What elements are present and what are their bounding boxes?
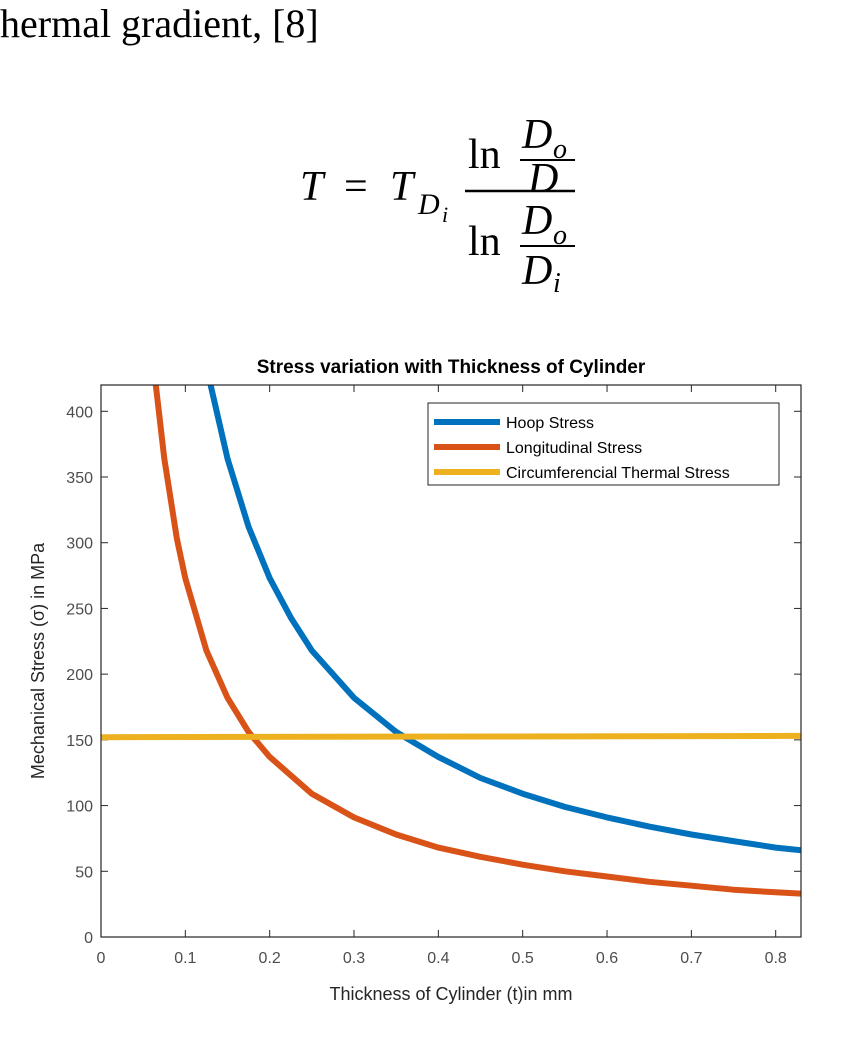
- y-tick-label: 300: [66, 536, 93, 553]
- y-tick-label: 50: [75, 864, 93, 881]
- x-tick-label: 0.5: [512, 950, 534, 967]
- eq-bot-den-sub: i: [553, 268, 561, 299]
- legend-label-2: Circumferencial Thermal Stress: [506, 465, 730, 482]
- legend: Hoop Stress Longitudinal Stress Circumfere…: [427, 402, 780, 486]
- y-tick-label: 400: [66, 404, 93, 421]
- y-axis-label: Mechanical Stress (σ) in MPa: [28, 542, 48, 779]
- eq-top-num-sub: o: [553, 134, 567, 165]
- eq-bot-num-sub: o: [553, 220, 567, 251]
- eq-coef: T: [390, 164, 416, 210]
- x-tick-label: 0.4: [427, 950, 449, 967]
- eq-lhs: T: [300, 164, 326, 210]
- eq-bot-den: D: [521, 248, 552, 294]
- eq-ln-top: ln: [468, 132, 501, 178]
- y-tick-label: 100: [66, 799, 93, 816]
- eq-coef-subsub: i: [442, 202, 448, 227]
- stress-chart: Stress variation with Thickness of Cylin…: [28, 357, 802, 1004]
- eq-top-num: D: [521, 112, 552, 158]
- series-line-1: [152, 385, 801, 897]
- eq-ln-bottom: ln: [468, 219, 501, 265]
- plot-frame: [100, 384, 802, 938]
- eq-equals: =: [344, 164, 368, 210]
- series-line-0: [207, 385, 801, 854]
- x-axis-label: Thickness of Cylinder (t)in mm: [329, 984, 572, 1004]
- x-tick-label: 0.8: [765, 950, 787, 967]
- x-tick-label: 0.1: [174, 950, 196, 967]
- y-tick-label: 250: [66, 601, 93, 618]
- x-tick-label: 0.2: [259, 950, 281, 967]
- chart-title: Stress variation with Thickness of Cylin…: [257, 357, 646, 378]
- intro-text: hermal gradient, [8]: [0, 1, 319, 46]
- series-lines: [101, 385, 801, 897]
- y-tick-label: 0: [84, 930, 93, 947]
- y-tick-label: 200: [66, 667, 93, 684]
- x-tick-label: 0.7: [680, 950, 702, 967]
- legend-label-1: Longitudinal Stress: [506, 440, 642, 457]
- axis-ticks: 0 0.1 0.2 0.3 0.4 0.5 0.6 0.7 0.8 0 50 100 150 200 250…: [66, 385, 801, 967]
- legend-label-0: Hoop Stress: [506, 415, 594, 432]
- y-tick-label: 150: [66, 733, 93, 750]
- eq-coef-sub: D: [417, 188, 440, 221]
- y-tick-label: 350: [66, 470, 93, 487]
- x-tick-label: 0: [97, 950, 106, 967]
- series-line-2: [101, 732, 801, 741]
- x-tick-label: 0.3: [343, 950, 365, 967]
- x-tick-label: 0.6: [596, 950, 618, 967]
- eq-top-den: D: [527, 156, 558, 202]
- temperature-equation: T = T D i ln D o D ln D o D i: [300, 112, 575, 299]
- eq-bot-num: D: [521, 198, 552, 244]
